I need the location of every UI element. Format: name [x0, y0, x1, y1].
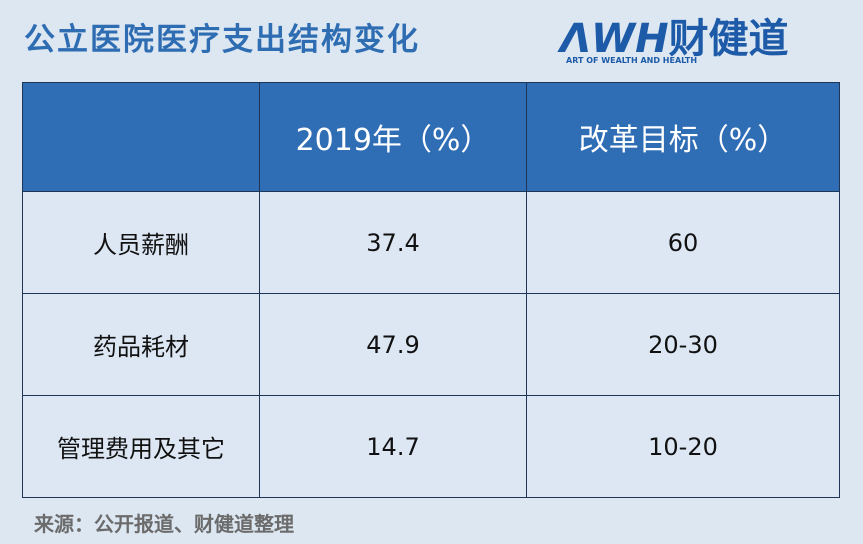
logo-latin: ΛWH: [560, 16, 669, 62]
table-head: 2019年（%） 改革目标（%）: [22, 82, 840, 192]
table-cell: 人员薪酬: [22, 191, 260, 294]
table-row: 人员薪酬 37.4 60: [22, 191, 840, 294]
table-cell: 37.4: [259, 191, 527, 294]
table-cell: 60: [526, 191, 840, 294]
table-cell: 14.7: [259, 395, 527, 498]
table-cell: 药品耗材: [22, 293, 260, 396]
header-cell: 2019年（%）: [259, 82, 527, 192]
header-row: 2019年（%） 改革目标（%）: [22, 82, 840, 192]
logo-chinese: 财健道: [668, 16, 789, 62]
logo: ΛWH财健道 ART OF WEALTH AND HEALTH: [560, 6, 850, 76]
table-cell: 20-30: [526, 293, 840, 396]
logo-text: ΛWH财健道: [560, 6, 789, 64]
logo-tagline: ART OF WEALTH AND HEALTH: [566, 56, 698, 65]
table-cell: 47.9: [259, 293, 527, 396]
table-body: 人员薪酬 37.4 60 药品耗材 47.9 20-30 管理费用及其它 14.7 10-20: [22, 191, 840, 498]
table-cell: 管理费用及其它: [22, 395, 260, 498]
table-row: 管理费用及其它 14.7 10-20: [22, 395, 840, 498]
header-cell: [22, 82, 260, 192]
table-row: 药品耗材 47.9 20-30: [22, 293, 840, 396]
table-cell: 10-20: [526, 395, 840, 498]
title: 公立医院医疗支出结构变化: [24, 22, 420, 58]
table: 2019年（%） 改革目标（%） 人员薪酬 37.4 60 药品耗材 47.9 20-30 管…: [22, 82, 840, 498]
header-cell: 改革目标（%）: [526, 82, 840, 192]
source-note: 来源：公开报道、财健道整理: [34, 512, 294, 536]
